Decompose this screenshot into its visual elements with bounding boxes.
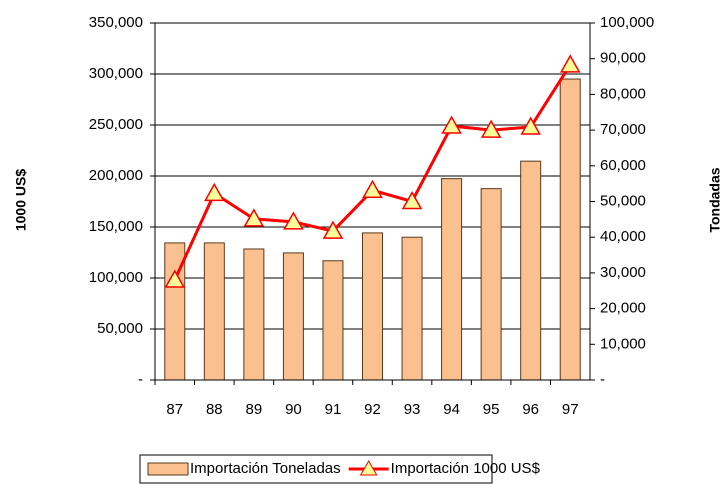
- legend-box: [139, 454, 493, 484]
- y2-tick-label: -: [600, 371, 605, 388]
- x-tick-label: 97: [562, 401, 579, 418]
- y2-tick-label: 30,000: [600, 264, 646, 281]
- y-tick-label: 150,000: [89, 218, 143, 235]
- y2-tick-label: 40,000: [600, 228, 646, 245]
- x-tick-label: 95: [483, 401, 500, 418]
- line-marker: [480, 119, 502, 138]
- line-marker: [164, 269, 186, 288]
- y-tick-label: 250,000: [89, 116, 143, 133]
- x-tick-label: 88: [206, 401, 223, 418]
- x-tick-label: 91: [325, 401, 342, 418]
- bar: [520, 160, 542, 381]
- legend-swatch: [147, 462, 189, 476]
- y2-tick-label: 70,000: [600, 121, 646, 138]
- line-marker: [441, 115, 462, 134]
- line-marker: [362, 179, 383, 199]
- bar: [282, 252, 304, 381]
- y2-tick-label: 50,000: [600, 192, 646, 209]
- y-tick-label: 350,000: [89, 14, 143, 31]
- y2-tick-label: 60,000: [600, 157, 646, 174]
- bar: [401, 236, 423, 381]
- y-tick-label: 100,000: [89, 269, 143, 286]
- x-tick-label: 93: [404, 401, 421, 418]
- y2-tick-label: 10,000: [600, 335, 646, 352]
- y2-tick-label: 100,000: [600, 14, 654, 31]
- bar: [322, 260, 344, 381]
- line-marker: [204, 182, 225, 202]
- y-tick-label: 50,000: [97, 320, 143, 337]
- line-marker: [401, 190, 423, 210]
- legend: Importación Toneladas Importación 1000 US…: [139, 454, 541, 484]
- bar: [559, 78, 581, 381]
- y2-axis-title: Tondadas: [707, 167, 723, 232]
- y-tick-label: 300,000: [89, 65, 143, 82]
- x-tick-label: 94: [443, 401, 460, 418]
- line-marker: [322, 220, 344, 239]
- x-tick-label: 87: [166, 401, 183, 418]
- y-tick-label: 200,000: [89, 167, 143, 184]
- bar: [243, 248, 265, 381]
- y-axis-title: 1000 US$: [13, 169, 29, 231]
- x-tick-label: 90: [285, 401, 302, 418]
- bar: [441, 178, 463, 381]
- y2-tick-label: 80,000: [600, 85, 646, 102]
- y2-tick-label: 90,000: [600, 50, 646, 67]
- bar: [362, 232, 383, 381]
- legend-label: Importación Toneladas: [190, 460, 341, 477]
- x-tick-label: 89: [246, 401, 263, 418]
- y2-tick-label: 20,000: [600, 300, 646, 317]
- legend-marker: [359, 459, 378, 476]
- y-tick-label: -: [138, 371, 143, 388]
- bar: [480, 188, 502, 381]
- line-marker: [283, 211, 304, 230]
- x-tick-label: 96: [522, 401, 539, 418]
- legend-label: Importación 1000 US$: [391, 460, 541, 477]
- line-marker: [243, 208, 265, 227]
- line-marker: [520, 116, 541, 135]
- x-tick-label: 92: [364, 401, 381, 418]
- line-marker: [559, 54, 581, 73]
- bar: [203, 242, 225, 381]
